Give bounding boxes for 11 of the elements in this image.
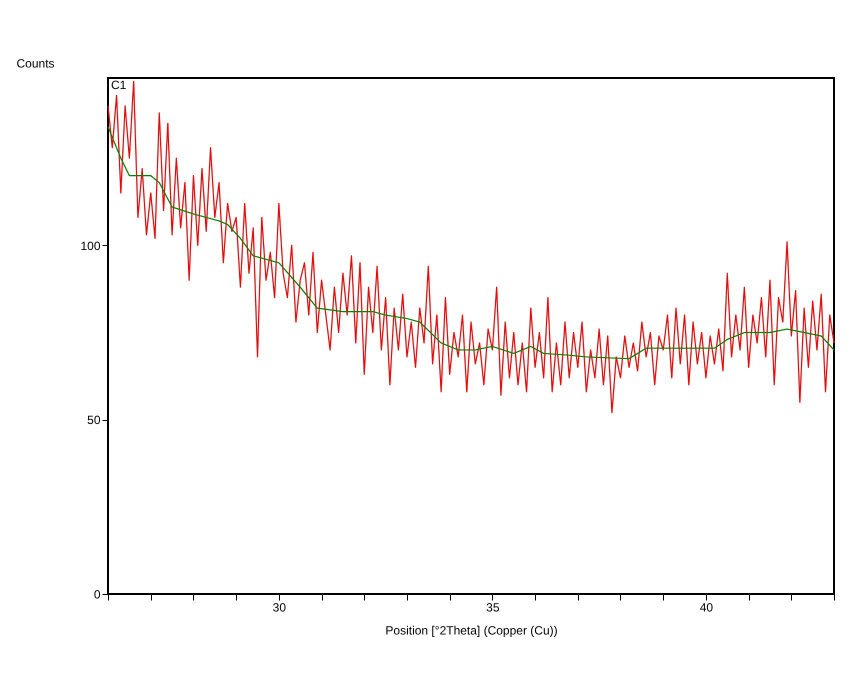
x-tick-label: 35 [486,600,500,614]
y-tick-label: 50 [87,413,101,428]
y-tick-label: 0 [94,588,101,602]
x-tick-label: 30 [272,600,286,614]
y-axis-title: Counts [16,56,55,70]
x-axis-title: Position [°2Theta] (Copper (Cu)) [385,624,558,638]
y-tick-label: 100 [80,238,101,253]
line-series [107,126,835,360]
line-series [107,80,835,414]
annotation: C1 [111,78,127,92]
x-tick-label: 40 [700,600,714,614]
